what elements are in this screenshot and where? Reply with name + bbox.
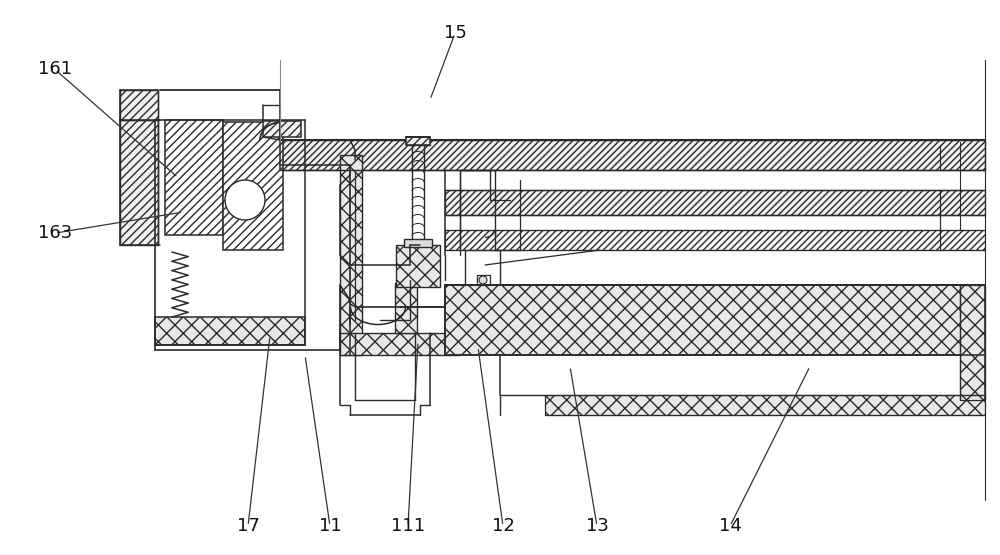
Text: 12: 12: [492, 517, 514, 535]
Bar: [120, 90, 158, 120]
Bar: [445, 230, 985, 250]
Text: 15: 15: [444, 24, 466, 42]
Text: 17: 17: [237, 517, 259, 535]
Bar: [396, 245, 440, 287]
Bar: [120, 120, 158, 245]
Bar: [445, 285, 985, 355]
Bar: [280, 140, 985, 170]
Circle shape: [225, 180, 265, 220]
Bar: [340, 333, 460, 355]
Bar: [445, 190, 985, 215]
Text: 13: 13: [586, 517, 608, 535]
Text: 111: 111: [391, 517, 425, 535]
Text: 11: 11: [319, 517, 341, 535]
Bar: [395, 283, 417, 333]
Bar: [960, 285, 985, 400]
Bar: [404, 239, 432, 247]
Circle shape: [479, 276, 487, 284]
Text: 161: 161: [38, 60, 72, 78]
Bar: [545, 395, 985, 415]
Bar: [223, 122, 283, 250]
Bar: [406, 137, 430, 145]
Bar: [155, 317, 305, 345]
Text: 14: 14: [719, 517, 741, 535]
Bar: [165, 120, 223, 235]
Bar: [263, 121, 301, 137]
Text: 163: 163: [38, 224, 72, 242]
Bar: [340, 155, 362, 355]
